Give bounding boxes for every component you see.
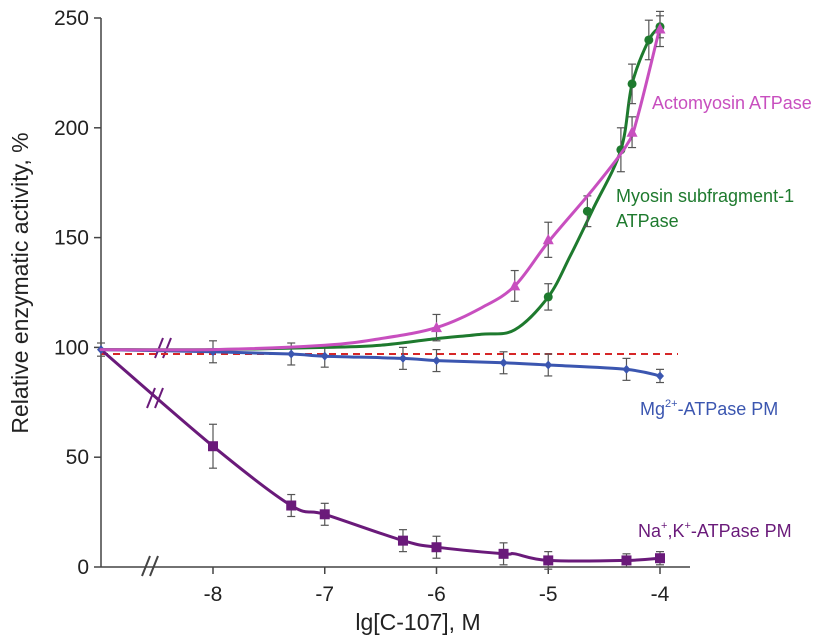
y-tick-label: 250 (54, 7, 89, 30)
x-tick-label: -5 (539, 583, 558, 606)
axes: 0 50 100 150 200 250 -8 -7 -6 -5 -4 (54, 7, 690, 606)
axis-break-mark (154, 337, 164, 359)
data-point (655, 553, 665, 564)
series-line (99, 348, 662, 563)
y-tick-label: 150 (54, 227, 89, 250)
data-point (499, 358, 508, 368)
data-point (432, 356, 441, 366)
data-point (286, 500, 297, 511)
data-point (397, 535, 408, 546)
x-axis-title: lg[C-107], M (355, 609, 480, 635)
data-point (626, 126, 638, 137)
series-label-myosin-s1: Myosin subfragment-1 ATPase (616, 186, 794, 231)
x-tick-label: -6 (427, 583, 446, 606)
series-line (99, 348, 662, 378)
x-ticks: -8 -7 -6 -5 -4 (204, 567, 670, 606)
y-tick-label: 50 (66, 446, 89, 469)
data-point (644, 35, 654, 45)
axis-break-mark (141, 555, 151, 577)
series-3 (99, 348, 665, 570)
axis-break-mark (149, 555, 159, 577)
data-point (656, 371, 664, 381)
y-tick-label: 100 (54, 336, 89, 359)
axis-break-mark (146, 387, 156, 409)
series-2 (97, 340, 664, 384)
series-0 (99, 10, 666, 352)
data-point (287, 349, 296, 359)
data-point (582, 206, 592, 216)
series-label-mg-atpase: Mg2+-ATPase PM (640, 398, 778, 419)
plot-area (97, 10, 666, 570)
data-point (542, 233, 554, 245)
data-point (431, 321, 442, 333)
series-labels: Actomyosin ATPase Myosin subfragment-1 ATP… (616, 93, 812, 541)
data-point (509, 279, 521, 291)
x-tick-label: -8 (204, 583, 223, 606)
data-point (398, 353, 407, 363)
series-line (99, 25, 662, 352)
series-label-actomyosin: Actomyosin ATPase (652, 93, 812, 113)
data-point (320, 351, 329, 361)
axis-break-mark (154, 387, 164, 409)
data-point (543, 555, 554, 566)
data-point (621, 555, 632, 566)
series-label-nak-atpase: Na+,K+-ATPase PM (638, 520, 792, 541)
x-tick-label: -7 (315, 583, 334, 606)
y-tick-label: 200 (54, 117, 89, 140)
y-tick-label: 0 (77, 556, 89, 579)
data-point (319, 509, 330, 520)
y-axis-title: Relative enzymatic activity, % (7, 132, 33, 433)
series-line (99, 25, 662, 352)
data-point (498, 548, 509, 559)
data-point (208, 441, 218, 452)
data-point (431, 542, 442, 553)
data-point (543, 292, 553, 302)
x-tick-label: -4 (651, 583, 670, 606)
y-ticks: 0 50 100 150 200 250 (54, 7, 101, 579)
data-point (622, 364, 631, 374)
data-point (654, 22, 666, 34)
data-point (544, 360, 553, 370)
data-point (627, 79, 637, 89)
